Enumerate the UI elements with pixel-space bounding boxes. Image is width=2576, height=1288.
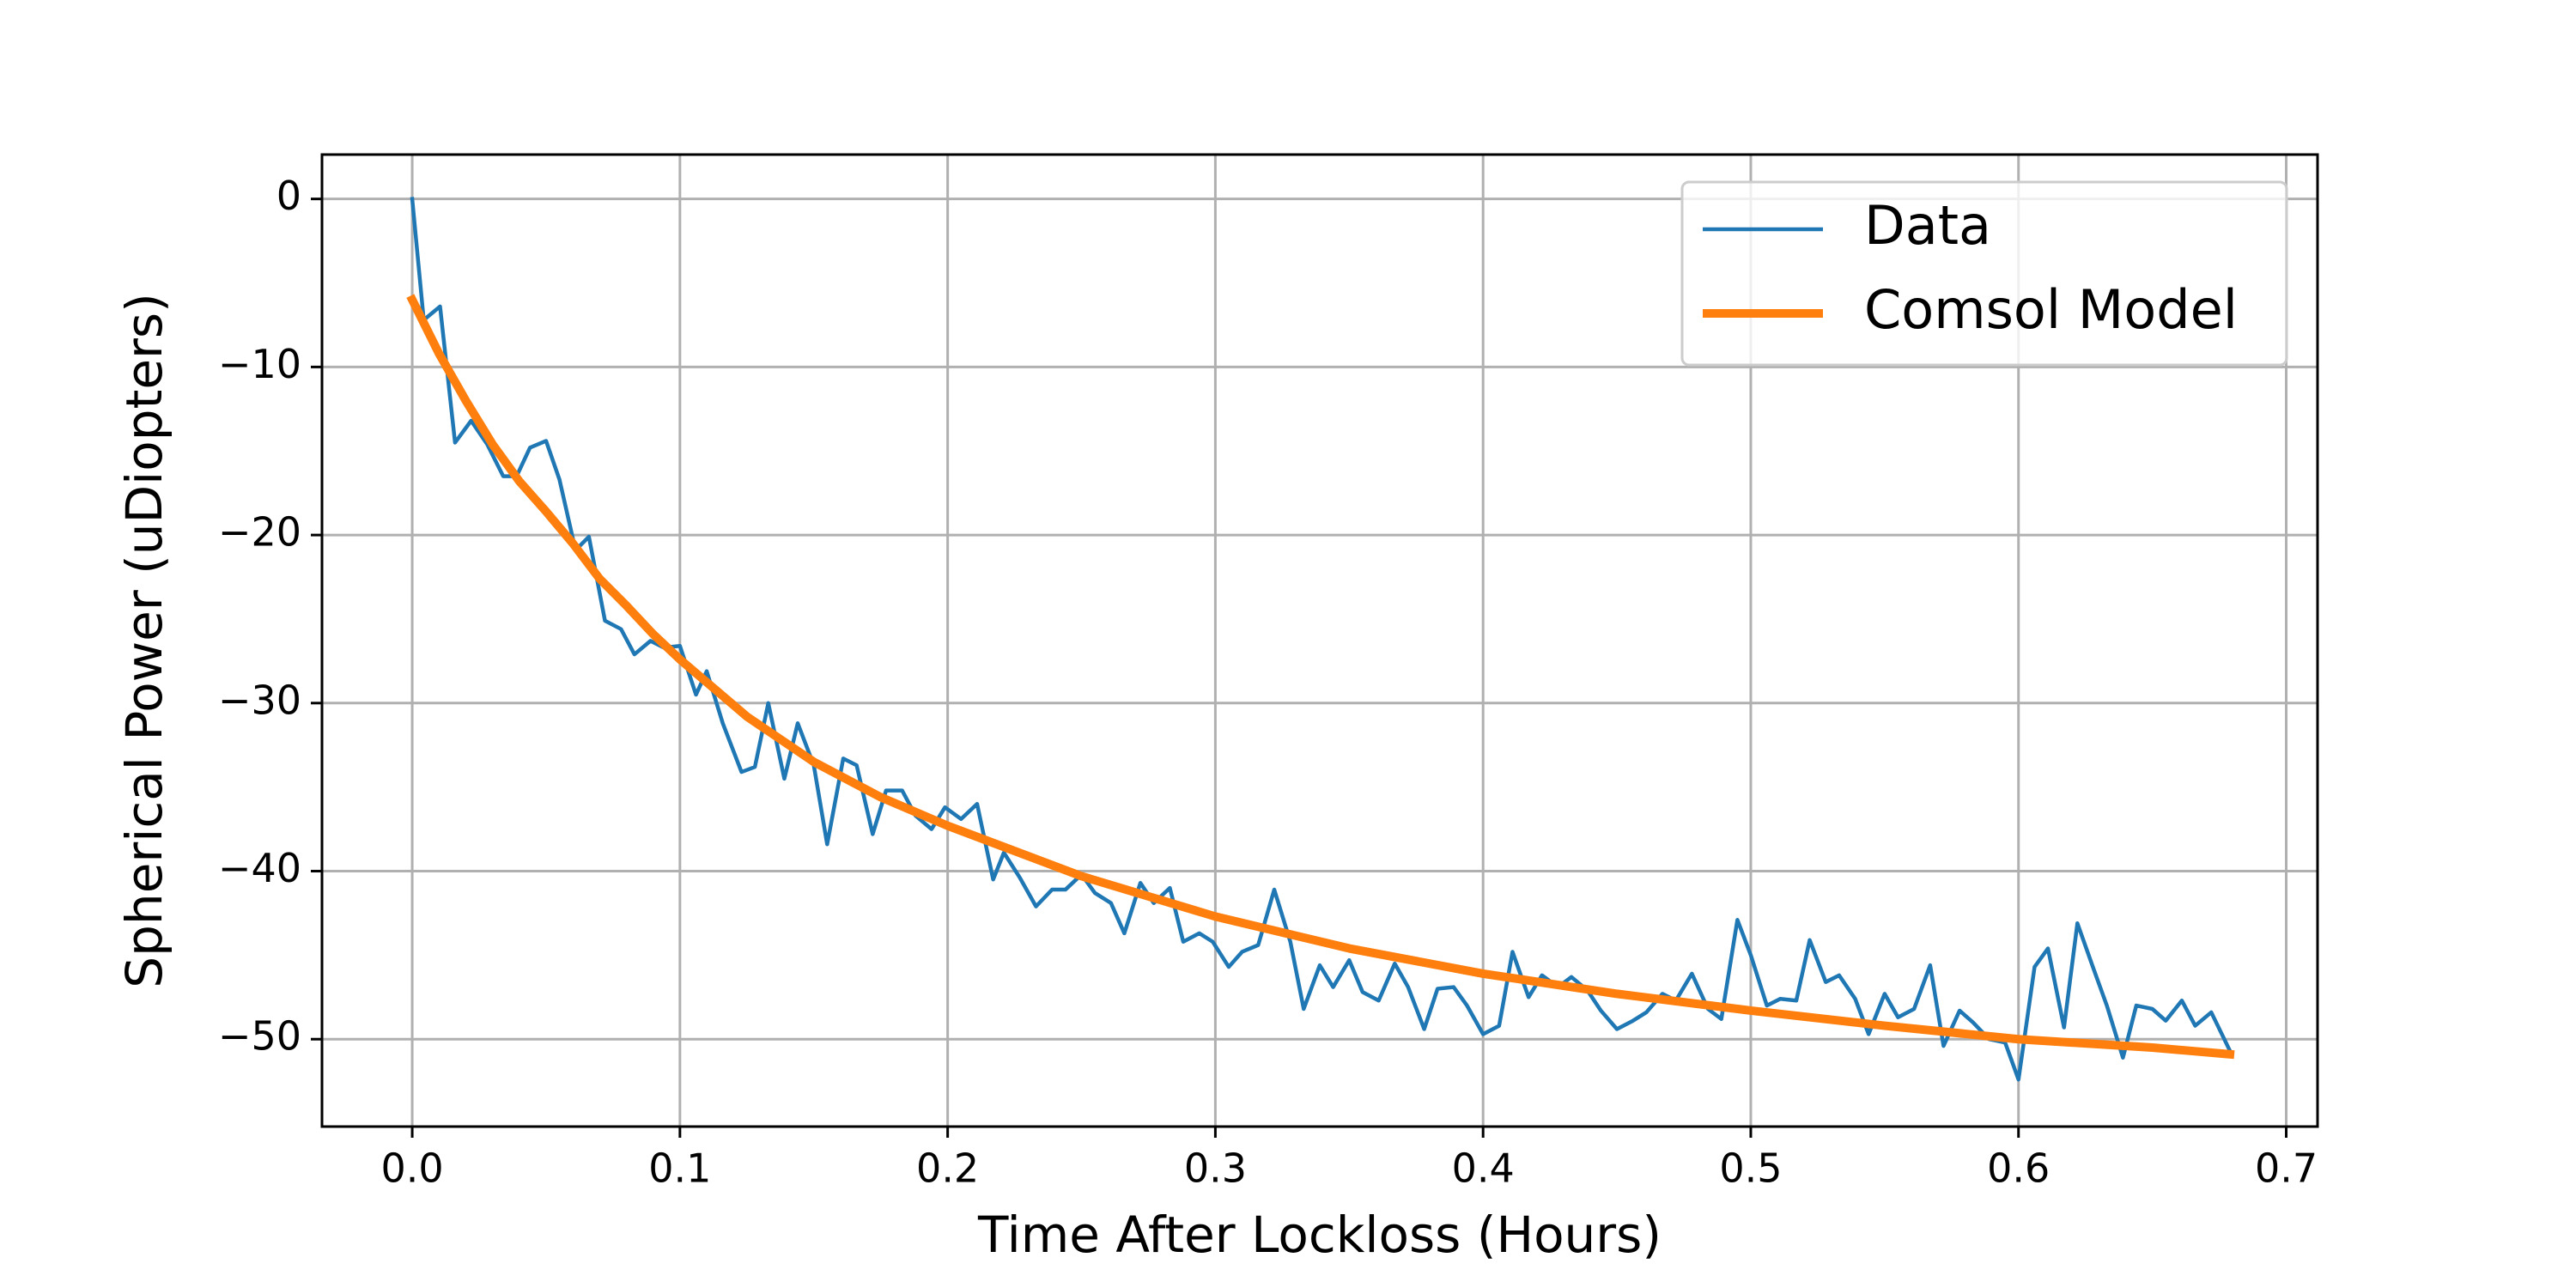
x-tick-label: 0.3: [1184, 1145, 1247, 1192]
x-tick-label: 0.5: [1719, 1145, 1782, 1192]
y-tick-label: −50: [218, 1013, 301, 1060]
x-tick-label: 0.4: [1452, 1145, 1515, 1192]
x-tick-label: 0.2: [916, 1145, 979, 1192]
data-line: [406, 294, 2235, 1060]
y-tick-label: −10: [218, 341, 301, 387]
plot-frame: [320, 153, 2319, 1128]
x-tick-label: 0.1: [648, 1145, 711, 1192]
y-tick-label: −40: [218, 845, 301, 891]
y-axis-label: Spherical Power (uDiopters): [115, 293, 173, 987]
legend-label: Comsol Model: [1864, 278, 2238, 341]
x-tick-label: 0.0: [380, 1145, 443, 1192]
x-tick-label: 0.7: [2255, 1145, 2318, 1192]
x-tick-label: 0.6: [1987, 1145, 2050, 1192]
x-axis-label: Time After Lockloss (Hours): [977, 1206, 1662, 1264]
y-tick-label: −30: [218, 677, 301, 723]
legend-label: Data: [1864, 194, 1991, 257]
y-tick-label: −20: [218, 509, 301, 556]
y-tick-label: 0: [276, 173, 301, 219]
legend-box: [1680, 180, 2288, 367]
